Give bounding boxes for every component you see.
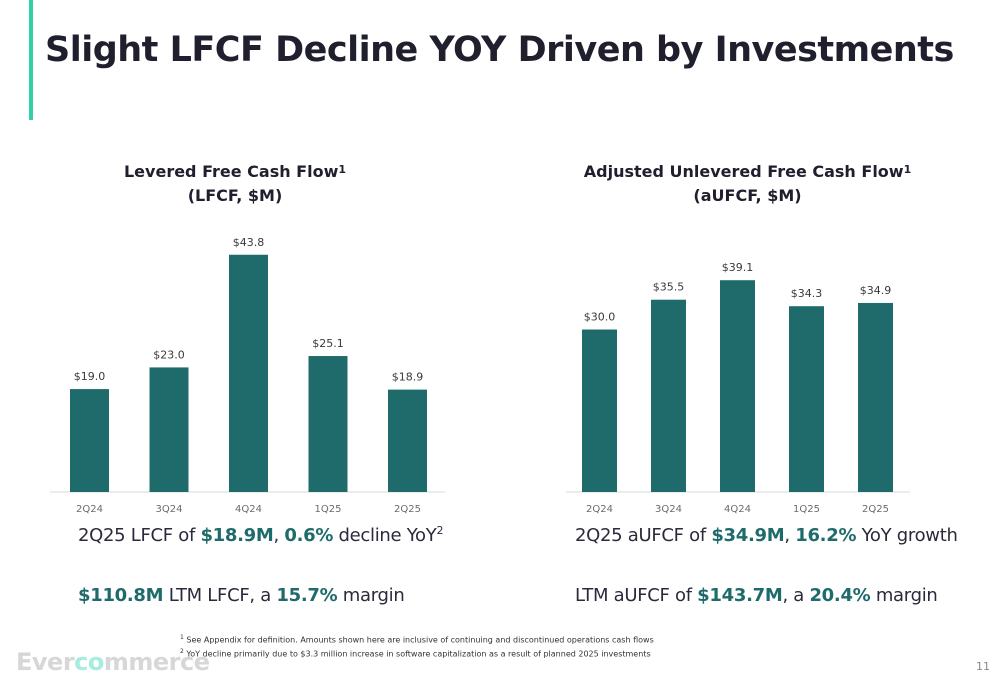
lfcf-value-label-4Q24: $43.8 [233,236,265,249]
lfcf-quarter-sup: 2 [436,524,444,537]
lfcf-value-label-3Q24: $23.0 [153,348,185,361]
aufcf-ltm-mid: , a [782,585,810,606]
lfcf-tick-label-3Q24: 3Q24 [156,504,183,515]
lfcf-quarter-pct: 0.6% [284,525,334,546]
lfcf-tick-label-2Q24: 2Q24 [76,504,103,515]
logo-part-2: co [74,648,104,676]
lfcf-quarter-value: $18.9M [200,525,274,546]
aufcf-bar-1Q25 [789,306,824,492]
chart-subtitle-aufcf: (aUFCF, $M) [693,186,802,205]
lfcf-bar-2Q24 [70,389,109,492]
chart-title-lfcf-text: Levered Free Cash Flow [123,162,339,181]
lfcf-ltm-pct: 15.7% [276,585,338,606]
aufcf-tick-label-2Q25: 2Q25 [862,504,889,515]
footnote-2: 2 YoY decline primarily due to $3.3 mill… [180,646,654,660]
aufcf-quarter-stat: 2Q25 aUFCF of $34.9M, 16.2% YoY growth [575,525,958,546]
lfcf-quarter-stat: 2Q25 LFCF of $18.9M, 0.6% decline YoY2 [78,524,443,546]
lfcf-tick-label-4Q24: 4Q24 [235,504,262,515]
lfcf-bar-2Q25 [388,389,427,492]
aufcf-tick-label-1Q25: 1Q25 [793,504,820,515]
footnotes: 1 See Appendix for definition. Amounts s… [180,632,654,659]
lfcf-tick-label-1Q25: 1Q25 [315,504,342,515]
aufcf-value-label-3Q24: $35.5 [653,281,685,294]
lfcf-bar-1Q25 [308,356,348,492]
lfcf-ltm-mid: LTM LFCF, a [163,585,277,606]
chart-title-lfcf: Levered Free Cash Flow1 (LFCF, $M) [60,160,410,208]
footnote-2-num: 2 [180,647,184,655]
aufcf-quarter-post: YoY growth [856,525,958,546]
lfcf-quarter-post: decline YoY [333,525,437,546]
aufcf-tick-label-2Q24: 2Q24 [586,504,613,515]
aufcf-value-label-2Q24: $30.0 [584,311,616,324]
aufcf-value-label-2Q25: $34.9 [860,284,892,297]
aufcf-ltm-pre: LTM aUFCF of [575,585,698,606]
logo-part-1: Ever [16,648,75,676]
aufcf-value-label-4Q24: $39.1 [722,261,754,274]
lfcf-bar-3Q24 [149,367,189,492]
aufcf-quarter-pct: 16.2% [795,525,857,546]
aufcf-bar-2Q25 [858,302,893,492]
aufcf-ltm-value: $143.7M [697,585,783,606]
lfcf-value-label-2Q25: $18.9 [392,371,424,384]
lfcf-bar-4Q24 [229,254,268,492]
aufcf-value-label-1Q25: $34.3 [791,287,823,300]
aufcf-ltm-stat: LTM aUFCF of $143.7M, a 20.4% margin [575,585,938,606]
lfcf-quarter-pre: 2Q25 LFCF of [78,525,201,546]
lfcf-quarter-mid: , [273,525,285,546]
page-title: Slight LFCF Decline YOY Driven by Invest… [45,30,954,70]
lfcf-ltm-stat: $110.8M LTM LFCF, a 15.7% margin [78,585,405,606]
lfcf-ltm-value: $110.8M [78,585,164,606]
aufcf-bar-2Q24 [582,329,617,492]
logo-part-3: mmerce [103,648,210,676]
chart-title-aufcf-text: Adjusted Unlevered Free Cash Flow [583,162,904,181]
aufcf-quarter-pre: 2Q25 aUFCF of [575,525,712,546]
aufcf-bar-4Q24 [720,280,755,492]
lfcf-value-label-2Q24: $19.0 [74,370,106,383]
lfcf-tick-label-2Q25: 2Q25 [394,504,421,515]
aufcf-quarter-value: $34.9M [711,525,785,546]
aufcf-ltm-pct: 20.4% [809,585,871,606]
footnote-2-text: YoY decline primarily due to $3.3 millio… [186,649,651,659]
footnote-1-text: See Appendix for definition. Amounts sho… [186,635,654,645]
chart-title-lfcf-sup: 1 [338,163,347,176]
aufcf-tick-label-3Q24: 3Q24 [655,504,682,515]
lfcf-value-label-1Q25: $25.1 [312,337,344,350]
chart-title-aufcf-sup: 1 [903,163,912,176]
chart-subtitle-lfcf: (LFCF, $M) [187,186,283,205]
aufcf-quarter-mid: , [784,525,796,546]
lfcf-ltm-post: margin [337,585,405,606]
aufcf-tick-label-4Q24: 4Q24 [724,504,751,515]
aufcf-bar-3Q24 [651,299,686,492]
aufcf-ltm-post: margin [870,585,938,606]
footnote-1-num: 1 [180,634,184,641]
evercommerce-logo: Evercommerce [16,648,210,676]
chart-title-aufcf: Adjusted Unlevered Free Cash Flow1 (aUFC… [570,160,925,208]
page-number: 11 [976,660,990,673]
footnote-1: 1 See Appendix for definition. Amounts s… [180,632,654,646]
title-accent-bar [29,0,33,120]
